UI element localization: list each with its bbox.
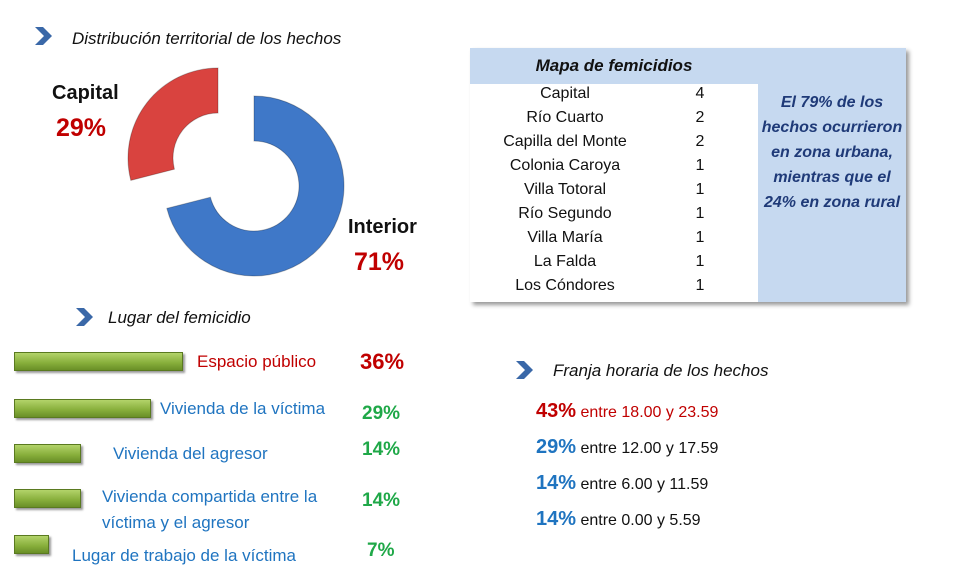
table-row: Los Cóndores 1	[470, 277, 758, 301]
bar	[14, 535, 49, 554]
location-name: Villa Totoral	[523, 181, 607, 198]
bar-label: Lugar de trabajo de la víctima	[72, 546, 296, 565]
place-title: Lugar del femicidio	[108, 308, 251, 327]
time-pct: 14%	[536, 472, 577, 494]
table-row: Villa María 1	[470, 229, 758, 253]
bar	[14, 489, 82, 508]
location-name: Colonia Caroya	[509, 157, 621, 174]
note-panel: El 79% de los hechos ocurrieron en zona …	[758, 48, 906, 302]
location-name: Capilla del Monte	[503, 133, 627, 150]
table-row: Río Cuarto 2	[470, 109, 758, 133]
table-row: Río Segundo 1	[470, 205, 758, 229]
bar	[14, 352, 184, 371]
bar	[14, 399, 151, 418]
bar-label: Vivienda compartida entre la víctima y e…	[102, 487, 318, 532]
table-row: Villa Totoral 1	[470, 181, 758, 205]
bar-value-label: 14%	[362, 439, 401, 460]
time-text: entre 12.00 y 17.59	[580, 440, 719, 457]
location-count: 1	[695, 157, 705, 174]
table-row: Capilla del Monte 2	[470, 133, 758, 157]
table-title: Mapa de femicidios	[470, 48, 758, 84]
location-count: 1	[695, 277, 705, 294]
location-name: La Falda	[533, 253, 597, 270]
time-pct: 29%	[536, 436, 577, 458]
capital-pct: 29%	[56, 114, 107, 142]
location-count: 1	[695, 181, 705, 198]
chevron-icon	[516, 361, 533, 379]
chevron-icon	[35, 27, 52, 45]
table-row: La Falda 1	[470, 253, 758, 277]
bar-value-label: 7%	[367, 540, 395, 561]
location-count: 1	[695, 229, 705, 246]
interior-pct: 71%	[354, 248, 405, 276]
location-name: Los Cóndores	[515, 277, 615, 294]
location-name: Villa María	[527, 229, 603, 246]
bar	[14, 444, 82, 463]
time-text: entre 18.00 y 23.59	[580, 404, 719, 421]
location-count: 4	[695, 85, 705, 102]
donut-chart	[127, 67, 345, 277]
time-range: 14% entre 0.00 y 5.59	[536, 508, 701, 531]
urban-rural-note: El 79% de los hechos ocurrieron en zona …	[761, 94, 903, 211]
capital-label: Capital	[52, 82, 119, 104]
location-count: 2	[695, 109, 705, 126]
time-range: 43% entre 18.00 y 23.59	[536, 400, 718, 423]
distribution-title: Distribución territorial de los hechos	[72, 29, 342, 48]
bar-label: Vivienda de la víctima	[160, 399, 326, 418]
femicide-map-table: Mapa de femicidios Capital 4 Río Cuarto 2 Ca…	[470, 48, 906, 302]
donut-slice-interior	[166, 95, 345, 277]
location-name: Río Cuarto	[526, 109, 604, 126]
time-range: 29% entre 12.00 y 17.59	[536, 436, 718, 459]
bar-value-label: 36%	[360, 349, 405, 374]
time-title: Franja horaria de los hechos	[553, 361, 769, 380]
donut-slice-capital	[127, 67, 219, 181]
bar-label: Vivienda del agresor	[113, 444, 268, 463]
interior-label: Interior	[348, 216, 417, 238]
time-pct: 14%	[536, 508, 577, 530]
chevron-icon	[76, 308, 93, 326]
table-row: Colonia Caroya 1	[470, 157, 758, 181]
time-pct: 43%	[536, 400, 577, 422]
location-name: Río Segundo	[518, 205, 612, 222]
time-range: 14% entre 6.00 y 11.59	[536, 472, 708, 495]
location-name: Capital	[540, 85, 590, 102]
bar-label: Espacio público	[197, 352, 317, 371]
table-row: Capital 4	[470, 85, 758, 109]
time-text: entre 6.00 y 11.59	[580, 476, 709, 493]
bar-value-label: 29%	[362, 403, 401, 424]
location-count: 1	[695, 205, 705, 222]
bar-value-label: 14%	[362, 490, 401, 511]
location-count: 1	[695, 253, 705, 270]
time-text: entre 0.00 y 5.59	[580, 512, 701, 529]
location-count: 2	[695, 133, 705, 150]
